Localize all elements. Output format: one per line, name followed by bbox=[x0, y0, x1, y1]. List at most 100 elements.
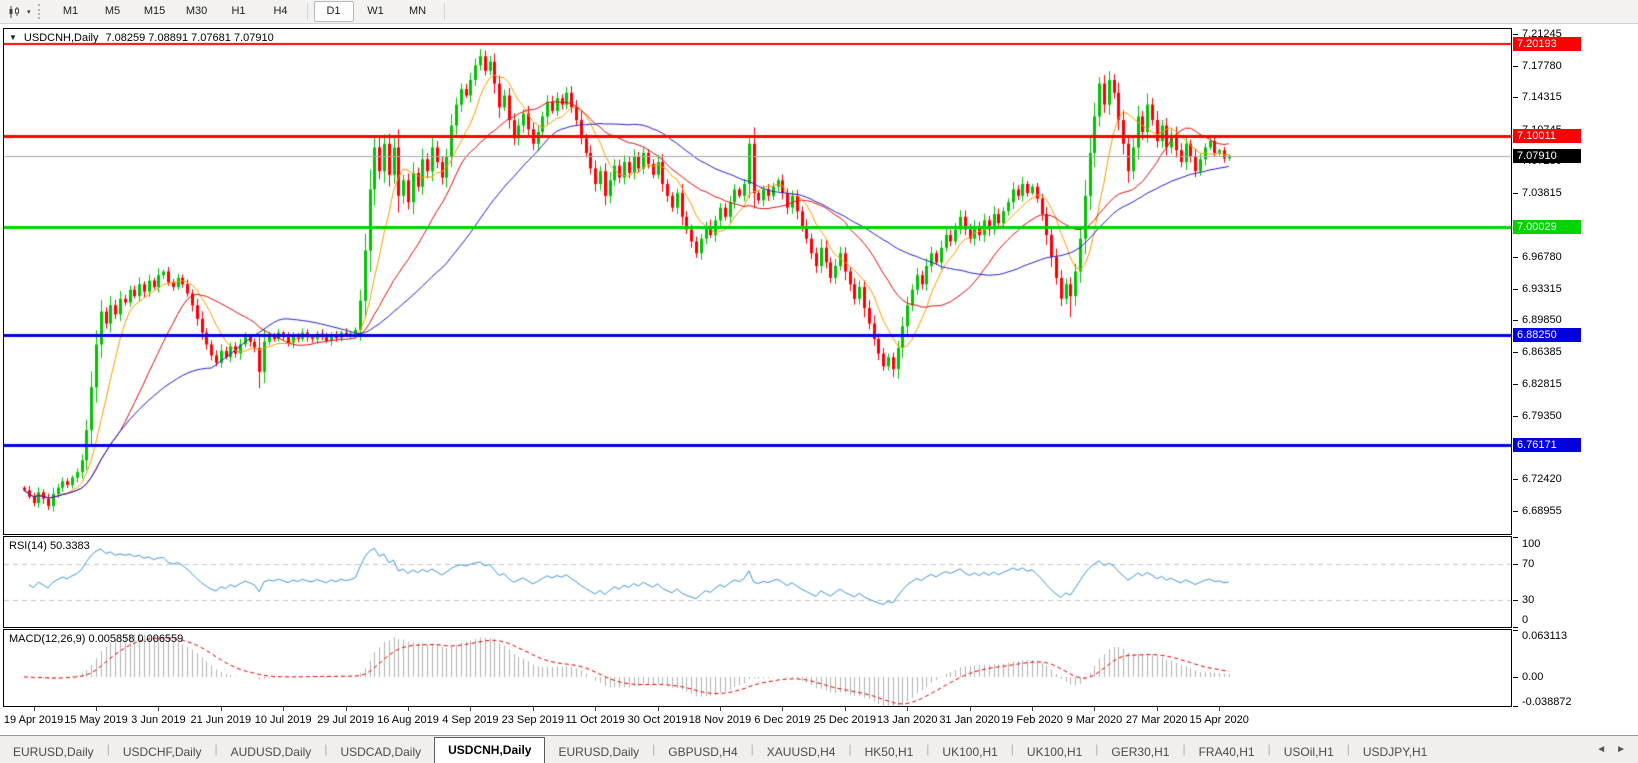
toolbar-separator bbox=[306, 3, 308, 20]
timeframe-button-h1[interactable]: H1 bbox=[231, 5, 246, 17]
collapse-arrow-icon[interactable]: ▼ bbox=[9, 33, 17, 42]
tab-separator: | bbox=[848, 742, 852, 756]
x-axis-date-label: 25 Dec 2019 bbox=[813, 714, 876, 726]
x-axis-tick-mark bbox=[158, 707, 160, 711]
x-axis-tick-mark bbox=[969, 707, 971, 711]
y-axis-tick-mark bbox=[1513, 288, 1518, 290]
toolbar-grip-handle[interactable] bbox=[37, 4, 43, 19]
timeframe-toolbar: ▾ M1 M5 M15 M30 H1 H4 D1 W1 MN bbox=[0, 0, 1638, 24]
x-axis-date-label: 3 Jun 2019 bbox=[131, 714, 186, 726]
macd-axis-tick-label: 0.063113 bbox=[1522, 630, 1568, 642]
tab-separator: | bbox=[1182, 742, 1186, 756]
x-axis-date-label: 23 Sep 2019 bbox=[501, 714, 564, 726]
rsi-indicator-panel[interactable]: RSI(14) 50.3383 bbox=[3, 536, 1512, 628]
x-axis-date-label: 19 Feb 2020 bbox=[1001, 714, 1063, 726]
x-axis-date-label: 15 Apr 2020 bbox=[1189, 714, 1249, 726]
price-axis[interactable]: 7.212457.177807.143157.107457.072807.038… bbox=[1513, 28, 1638, 740]
x-axis-date-label: 30 Oct 2019 bbox=[627, 714, 688, 726]
x-axis-date-label: 21 Jun 2019 bbox=[190, 714, 252, 726]
y-axis-tick-label: 6.79350 bbox=[1522, 410, 1562, 423]
macd-label: MACD(12,26,9) 0.005858 0.006559 bbox=[9, 633, 184, 645]
x-axis-date-label: 10 Jul 2019 bbox=[254, 714, 312, 726]
timeframe-button-h4[interactable]: H4 bbox=[273, 5, 288, 17]
timeframe-button-d1[interactable]: D1 bbox=[313, 1, 354, 22]
price-level-badge: 7.20193 bbox=[1513, 36, 1581, 51]
macd-canvas[interactable] bbox=[4, 630, 1511, 706]
rsi-axis-tick-mark bbox=[1513, 537, 1518, 538]
chart-tab-hk50-h1[interactable]: HK50,H1 bbox=[864, 745, 914, 759]
chart-tab-eurusd-daily[interactable]: EURUSD,Daily bbox=[13, 745, 94, 759]
x-axis-tick-mark bbox=[782, 707, 784, 711]
tab-separator: | bbox=[1010, 742, 1014, 756]
x-axis-tick-mark bbox=[1219, 707, 1221, 711]
tab-separator: | bbox=[926, 742, 930, 756]
chart-icon[interactable] bbox=[4, 3, 26, 21]
chart-tab-eurusd-daily[interactable]: EURUSD,Daily bbox=[558, 745, 640, 759]
price-chart-panel[interactable]: ▼ USDCNH,Daily 7.08259 7.08891 7.07681 7… bbox=[3, 28, 1512, 535]
x-axis-tick-mark bbox=[907, 707, 909, 711]
chart-tab-ger30-h1[interactable]: GER30,H1 bbox=[1111, 745, 1170, 759]
timeframe-button-m15[interactable]: M15 bbox=[143, 5, 166, 17]
chart-tab-usdcad-daily[interactable]: USDCAD,Daily bbox=[340, 745, 422, 759]
y-axis-tick-mark bbox=[1513, 384, 1518, 386]
rsi-axis-tick-mark bbox=[1513, 627, 1518, 628]
timeframe-buttons: M1 M5 M15 M30 H1 H4 D1 W1 MN bbox=[50, 1, 450, 22]
x-axis-tick-mark bbox=[532, 707, 534, 711]
x-axis-tick-mark bbox=[408, 707, 409, 711]
x-axis-tick-mark bbox=[844, 707, 846, 711]
timeframe-button-m5[interactable]: M5 bbox=[104, 5, 121, 17]
chart-tab-uk100-h1[interactable]: UK100,H1 bbox=[1026, 745, 1083, 759]
chart-tabs-bar: EURUSD,Daily | USDCHF,Daily | AUDUSD,Daily | U… bbox=[0, 735, 1638, 763]
x-axis-tick-mark bbox=[96, 707, 97, 711]
chart-area: ▼ USDCNH,Daily 7.08259 7.08891 7.07681 7… bbox=[0, 24, 1638, 735]
chart-tab-usdchf-daily[interactable]: USDCHF,Daily bbox=[122, 745, 202, 759]
macd-indicator-panel[interactable]: MACD(12,26,9) 0.005858 0.006559 bbox=[3, 629, 1512, 707]
chart-tab-usdcnh-daily[interactable]: USDCNH,Daily bbox=[434, 737, 546, 763]
chart-tab-fra40-h1[interactable]: FRA40,H1 bbox=[1198, 745, 1255, 759]
macd-axis-tick-label: 0.00 bbox=[1522, 671, 1544, 684]
chevron-down-icon[interactable]: ▾ bbox=[27, 8, 31, 16]
y-axis-tick-label: 6.68955 bbox=[1522, 504, 1562, 517]
time-axis[interactable]: 19 Apr 2019 15 May 2019 3 Jun 2019 21 Jun 2… bbox=[3, 707, 1512, 733]
x-axis-tick-mark bbox=[720, 707, 721, 711]
chart-tab-xauusd-h4[interactable]: XAUUSD,H4 bbox=[766, 745, 836, 759]
x-axis-tick-mark bbox=[220, 707, 222, 711]
x-axis-date-label: 29 Jul 2019 bbox=[317, 714, 375, 726]
chart-tab-audusd-daily[interactable]: AUDUSD,Daily bbox=[230, 745, 312, 759]
timeframe-button-m1[interactable]: M1 bbox=[62, 5, 79, 17]
x-axis-date-label: 4 Sep 2019 bbox=[442, 714, 499, 726]
price-level-badge: 7.00029 bbox=[1513, 220, 1581, 235]
chart-tab-usoil-h1[interactable]: USOil,H1 bbox=[1283, 745, 1334, 759]
price-level-badge: 6.88250 bbox=[1513, 327, 1581, 342]
chart-tab-gbpusd-h4[interactable]: GBPUSD,H4 bbox=[668, 745, 738, 759]
y-axis-tick-label: 7.17780 bbox=[1522, 59, 1562, 72]
tab-scroll-right-icon[interactable]: ► bbox=[1616, 744, 1626, 755]
x-axis-date-label: 16 Aug 2019 bbox=[377, 714, 439, 726]
y-axis-tick-mark bbox=[1513, 351, 1518, 353]
timeframe-button-w1[interactable]: W1 bbox=[367, 5, 384, 17]
macd-axis-tick-mark bbox=[1513, 705, 1518, 707]
x-axis-date-label: 18 Nov 2019 bbox=[688, 714, 752, 726]
chart-tab-uk100-h1[interactable]: UK100,H1 bbox=[942, 745, 998, 759]
rsi-axis-tick-mark bbox=[1513, 564, 1518, 565]
x-axis-tick-mark bbox=[595, 707, 597, 711]
x-axis-tick-mark bbox=[283, 707, 285, 711]
macd-axis-tick-mark bbox=[1513, 677, 1518, 679]
rsi-axis-tick-label: 100 bbox=[1522, 538, 1541, 550]
y-axis-tick-mark bbox=[1513, 510, 1518, 512]
rsi-axis-tick-label: 70 bbox=[1522, 558, 1535, 570]
chart-tab-usdjpy-h1[interactable]: USDJPY,H1 bbox=[1362, 745, 1428, 759]
x-axis-tick-mark bbox=[657, 707, 659, 711]
y-axis-tick-label: 6.89850 bbox=[1522, 314, 1562, 327]
x-axis-date-label: 19 Apr 2019 bbox=[3, 714, 64, 726]
x-axis-date-label: 9 Mar 2020 bbox=[1066, 714, 1123, 726]
timeframe-button-m30[interactable]: M30 bbox=[185, 5, 208, 17]
timeframe-button-mn[interactable]: MN bbox=[408, 5, 427, 17]
tab-scroll-left-icon[interactable]: ◄ bbox=[1596, 744, 1607, 755]
rsi-canvas[interactable] bbox=[4, 537, 1511, 627]
price-chart-canvas[interactable] bbox=[4, 29, 1511, 534]
macd-axis-tick-mark bbox=[1513, 629, 1518, 631]
macd-axis-tick-label: -0.038872 bbox=[1522, 696, 1572, 708]
x-axis-tick-mark bbox=[1094, 707, 1096, 711]
tab-separator: | bbox=[1267, 742, 1271, 756]
